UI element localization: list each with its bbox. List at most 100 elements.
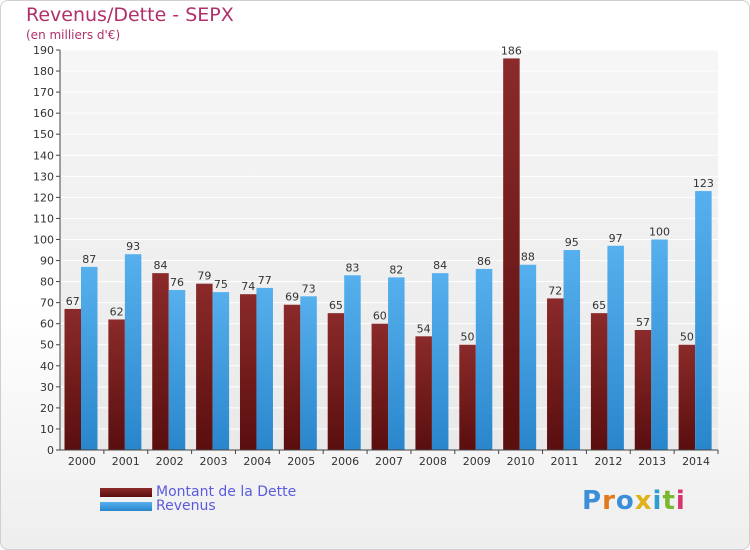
bar-dette-label: 74 [241, 280, 255, 293]
bar-dette [459, 344, 476, 450]
y-tick-label: 190 [33, 44, 54, 57]
x-tick-label: 2007 [375, 455, 403, 468]
logo-letter: r [602, 486, 616, 516]
logo-letter: o [615, 486, 635, 516]
y-tick-label: 40 [40, 360, 54, 373]
y-tick-label: 80 [40, 276, 54, 289]
bar-dette-label: 57 [636, 316, 650, 329]
bar-dette-label: 62 [110, 305, 124, 318]
chart-title: Revenus/Dette - SEPX [26, 4, 234, 26]
bar-revenus-label: 100 [649, 225, 670, 238]
chart-subtitle: (en milliers d'€) [26, 28, 121, 42]
x-tick-label: 2013 [638, 455, 666, 468]
logo-letter: P [582, 486, 603, 516]
x-tick-label: 2005 [287, 455, 315, 468]
bar-revenus [212, 292, 230, 450]
legend-item-revenus: Revenus [100, 499, 296, 513]
bar-dette [239, 294, 257, 450]
x-tick-label: 2006 [331, 455, 359, 468]
bar-revenus-label: 86 [477, 255, 491, 268]
y-tick-label: 170 [33, 86, 54, 99]
bar-revenus-label: 123 [693, 177, 714, 190]
x-tick-label: 2000 [68, 455, 96, 468]
bar-dette-label: 69 [285, 291, 299, 304]
bar-revenus [431, 273, 449, 450]
bar-dette-label: 79 [197, 270, 211, 283]
y-tick-label: 110 [33, 212, 54, 225]
logo-letter: t [662, 486, 676, 516]
logo-letter: i [652, 486, 663, 516]
bar-revenus-label: 93 [126, 240, 140, 253]
bar-revenus-label: 84 [433, 259, 447, 272]
bar-dette-label: 186 [501, 44, 522, 57]
bar-dette-label: 65 [329, 299, 343, 312]
bar-revenus [651, 239, 668, 450]
bar-dette [371, 323, 389, 450]
y-tick-label: 130 [33, 170, 54, 183]
bar-revenus-label: 77 [258, 274, 272, 287]
bar-dette [327, 313, 345, 450]
x-tick-label: 2014 [682, 455, 710, 468]
bar-dette [283, 304, 301, 450]
proxiti-logo: Proxiti [582, 486, 686, 516]
bar-dette-label: 67 [66, 295, 80, 308]
bar-dette-label: 50 [680, 331, 694, 344]
bar-revenus-label: 88 [521, 251, 535, 264]
legend-label-revenus: Revenus [156, 498, 216, 514]
legend-swatch-revenus [100, 501, 152, 511]
legend-item-dette: Montant de la Dette [100, 485, 296, 499]
y-tick-label: 20 [40, 402, 54, 415]
bar-dette [634, 330, 652, 450]
bar-revenus [344, 275, 361, 450]
bar-dette-label: 50 [461, 331, 475, 344]
bar-revenus [81, 266, 98, 450]
y-tick-label: 120 [33, 191, 54, 204]
bar-dette [503, 58, 520, 450]
y-tick-label: 180 [33, 65, 54, 78]
bar-revenus-label: 82 [389, 263, 403, 276]
bar-revenus-label: 76 [170, 276, 184, 289]
y-tick-label: 10 [40, 423, 54, 436]
y-tick-label: 50 [40, 339, 54, 352]
bar-dette-label: 84 [153, 259, 167, 272]
logo-letter: x [634, 486, 653, 516]
x-tick-label: 2002 [156, 455, 184, 468]
x-tick-label: 2003 [200, 455, 228, 468]
bar-dette-label: 65 [592, 299, 606, 312]
bar-dette [108, 319, 125, 450]
bar-dette [64, 308, 81, 450]
y-tick-label: 60 [40, 318, 54, 331]
bar-dette [678, 344, 696, 450]
x-tick-label: 2012 [594, 455, 622, 468]
bar-dette-label: 54 [417, 322, 431, 335]
y-tick-label: 150 [33, 128, 54, 141]
bar-revenus-label: 75 [214, 278, 228, 291]
y-tick-label: 100 [33, 233, 54, 246]
y-tick-label: 30 [40, 381, 54, 394]
bar-revenus-label: 87 [82, 253, 96, 266]
bar-revenus [475, 268, 493, 450]
bar-dette [415, 336, 432, 450]
x-tick-label: 2011 [550, 455, 578, 468]
legend-swatch-dette [100, 487, 152, 497]
y-tick-label: 90 [40, 255, 54, 268]
bar-revenus [695, 191, 712, 451]
bar-revenus-label: 97 [609, 232, 623, 245]
bar-dette-label: 72 [548, 284, 562, 297]
x-tick-label: 2001 [112, 455, 140, 468]
x-tick-label: 2008 [419, 455, 447, 468]
bar-revenus [388, 277, 405, 450]
bar-revenus-label: 95 [565, 236, 579, 249]
legend: Montant de la Dette Revenus [100, 485, 296, 513]
x-tick-label: 2010 [507, 455, 535, 468]
bar-revenus [256, 287, 273, 450]
y-tick-label: 0 [47, 444, 54, 457]
bar-revenus [563, 250, 581, 450]
bar-dette [590, 313, 608, 450]
bar-dette [547, 298, 564, 450]
y-tick-label: 160 [33, 107, 54, 120]
legend-label-dette: Montant de la Dette [156, 484, 297, 500]
bar-revenus-label: 73 [302, 282, 316, 295]
bar-revenus [300, 296, 317, 450]
bar-dette-label: 60 [373, 310, 387, 323]
